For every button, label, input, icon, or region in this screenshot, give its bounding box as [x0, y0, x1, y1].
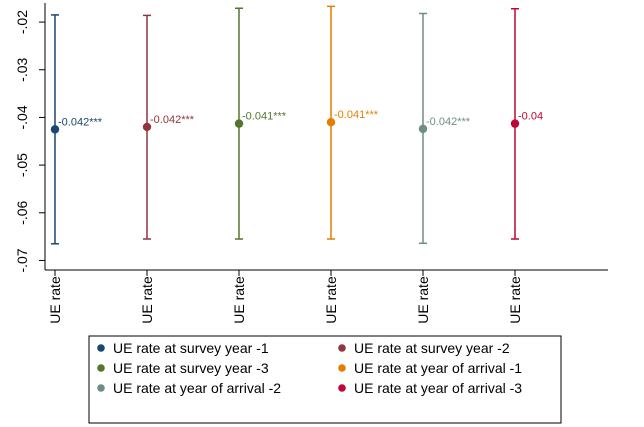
legend-label: UE rate at survey year -2	[354, 340, 510, 356]
x-category-label: UE rate	[231, 276, 247, 324]
series-6: -0.04	[510, 7, 543, 240]
point-estimate	[50, 125, 60, 134]
legend-marker	[97, 364, 105, 372]
x-category-label: UE rate	[47, 276, 63, 324]
legend-label: UE rate at survey year -1	[113, 340, 269, 356]
legend-marker	[97, 344, 105, 352]
y-tick-label: -.05	[14, 153, 30, 177]
data-label: -0.041***	[242, 111, 287, 123]
point-estimate	[418, 124, 428, 134]
legend-label: UE rate at year of arrival -1	[354, 360, 522, 376]
legend-item: UE rate at survey year -1	[97, 340, 269, 356]
legend-marker	[338, 364, 346, 372]
series-4: -0.041***	[326, 5, 379, 240]
data-label: -0.042***	[426, 116, 471, 128]
point-estimate	[234, 119, 244, 128]
y-tick-label: -.03	[14, 57, 30, 81]
point-estimate	[142, 122, 152, 132]
x-category-label: UE rate	[415, 276, 431, 324]
data-label: -0.041***	[334, 109, 379, 121]
y-tick-label: -.02	[14, 10, 30, 34]
legend-item: UE rate at year of arrival -1	[338, 360, 522, 376]
data-label: -0.04	[518, 111, 543, 123]
legend-label: UE rate at year of arrival -3	[354, 380, 522, 396]
x-category-label: UE rate	[507, 276, 523, 324]
axes: -.07 -.06 -.05 -.04 -.03 -.02 UE rate UE rate UE…	[14, 3, 608, 324]
series-2: -0.042***	[142, 14, 195, 240]
legend-marker	[338, 344, 346, 352]
y-tick-label: -.06	[14, 201, 30, 225]
legend-marker	[97, 384, 105, 392]
legend-item: UE rate at year of arrival -2	[97, 380, 281, 396]
series-5: -0.042***	[418, 12, 471, 245]
data-label: -0.042***	[58, 116, 103, 128]
legend-item: UE rate at year of arrival -3	[338, 380, 522, 396]
legend-label: UE rate at year of arrival -2	[113, 380, 281, 396]
x-category-label: UE rate	[323, 276, 339, 324]
series-3: -0.041***	[234, 7, 287, 240]
y-tick-label: -.04	[14, 105, 30, 129]
legend-item: UE rate at survey year -2	[338, 340, 510, 356]
legend-label: UE rate at survey year -3	[113, 360, 269, 376]
legend-marker	[338, 384, 346, 392]
legend-box	[88, 335, 562, 424]
y-tick-label: -.07	[14, 248, 30, 272]
marks: -0.042*** -0.042*** -0.041*** -0.041*** -0.0…	[50, 5, 543, 245]
point-estimate	[326, 117, 336, 127]
point-estimate	[510, 119, 520, 128]
data-label: -0.042***	[150, 114, 195, 126]
legend-item: UE rate at survey year -3	[97, 360, 269, 376]
legend: UE rate at survey year -1 UE rate at surv…	[88, 335, 562, 424]
series-1: -0.042***	[50, 14, 103, 245]
x-category-label: UE rate	[139, 276, 155, 324]
